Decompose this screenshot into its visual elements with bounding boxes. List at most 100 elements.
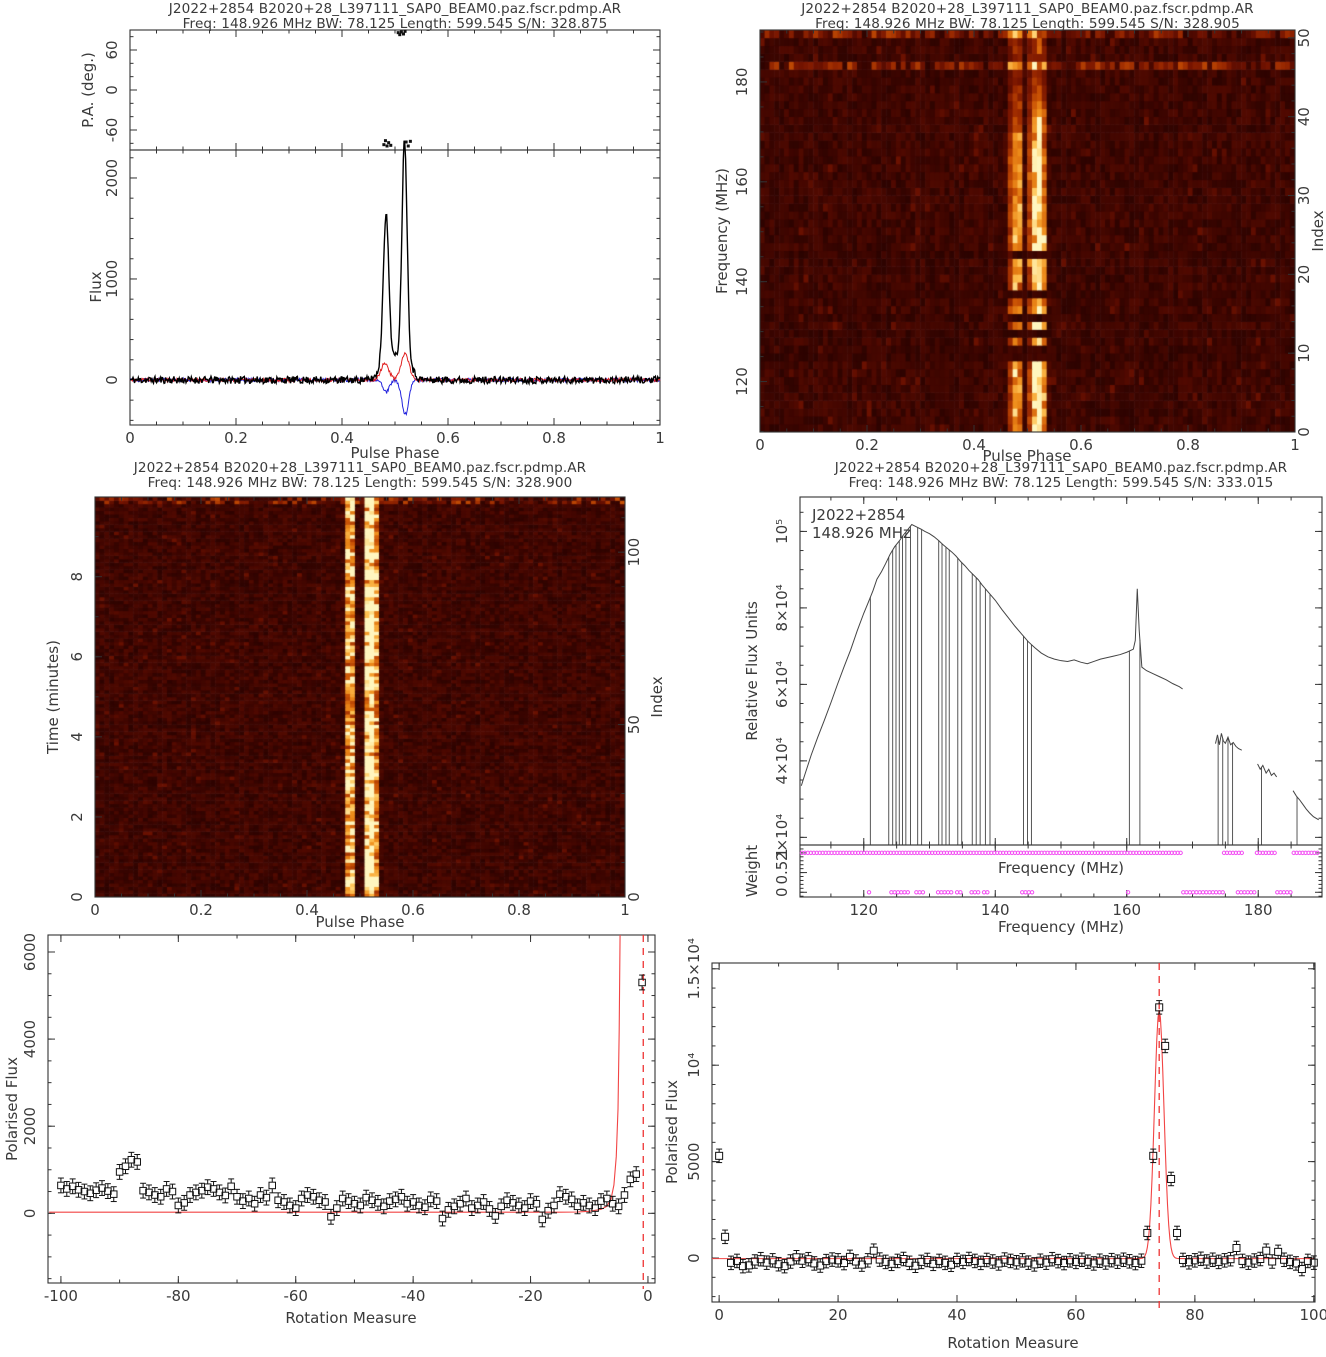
svg-text:0.2: 0.2 <box>855 436 879 454</box>
profile-panel-title: J2022+2854 B2020+28_L397111_SAP0_BEAM0.p… <box>168 1 622 17</box>
svg-text:100: 100 <box>1299 1306 1326 1324</box>
svg-text:10⁴: 10⁴ <box>685 1053 703 1078</box>
svg-text:5000: 5000 <box>685 1143 703 1181</box>
bandpass-annotation-freq: 148.926 MHz <box>812 524 911 542</box>
svg-text:50: 50 <box>1295 28 1313 47</box>
svg-text:40: 40 <box>1295 107 1313 126</box>
weight-axis-label: Weight <box>743 844 761 898</box>
svg-text:0.4: 0.4 <box>330 429 354 447</box>
freq-index-axis-label: Index <box>1309 210 1326 252</box>
svg-text:40: 40 <box>947 1306 966 1324</box>
rm-pos-yaxis-label: Polarised Flux <box>663 1080 681 1184</box>
svg-text:-60: -60 <box>283 1287 308 1305</box>
svg-text:0: 0 <box>714 1306 724 1324</box>
time-axis-label: Time (minutes) <box>44 640 62 754</box>
freq-phase-panel-subtitle: Freq: 148.926 MHz BW: 78.125 Length: 599… <box>815 16 1240 32</box>
svg-text:0: 0 <box>90 901 100 919</box>
svg-text:120: 120 <box>849 901 878 919</box>
svg-text:0.8: 0.8 <box>1176 436 1200 454</box>
svg-text:6: 6 <box>68 652 86 662</box>
svg-text:-40: -40 <box>401 1287 426 1305</box>
bandpass-annotation-source: J2022+2854 <box>812 506 906 524</box>
rm-pos-xaxis-label: Rotation Measure <box>947 1334 1079 1352</box>
svg-text:50: 50 <box>625 715 643 734</box>
svg-text:1: 1 <box>620 901 630 919</box>
svg-text:2000: 2000 <box>103 159 121 197</box>
svg-text:160: 160 <box>733 167 751 196</box>
svg-text:8×10⁴: 8×10⁴ <box>773 584 791 631</box>
svg-text:6000: 6000 <box>21 933 39 971</box>
time-phase-panel-title: J2022+2854 B2020+28_L397111_SAP0_BEAM0.p… <box>133 460 587 476</box>
svg-text:10⁵: 10⁵ <box>773 519 791 544</box>
svg-text:0.6: 0.6 <box>401 901 425 919</box>
svg-text:140: 140 <box>733 267 751 296</box>
svg-text:0.6: 0.6 <box>436 429 460 447</box>
svg-text:0: 0 <box>21 1209 39 1219</box>
svg-text:180: 180 <box>733 68 751 97</box>
svg-text:0.6: 0.6 <box>1069 436 1093 454</box>
relative-flux-axis-label: Relative Flux Units <box>743 601 761 741</box>
profile-xaxis-label: Pulse Phase <box>350 444 440 462</box>
svg-text:1.5×10⁴: 1.5×10⁴ <box>685 938 703 1000</box>
svg-text:0.2: 0.2 <box>189 901 213 919</box>
svg-text:20: 20 <box>1295 265 1313 284</box>
svg-text:1: 1 <box>655 429 665 447</box>
svg-text:0.4: 0.4 <box>295 901 319 919</box>
svg-text:0: 0 <box>68 892 86 902</box>
time-phase-panel-subtitle: Freq: 148.926 MHz BW: 78.125 Length: 599… <box>147 475 573 491</box>
flux-axis-label: Flux <box>87 271 105 303</box>
svg-text:4×10⁴: 4×10⁴ <box>773 737 791 784</box>
svg-text:20: 20 <box>829 1306 848 1324</box>
svg-text:0: 0 <box>1295 427 1313 437</box>
frequency-axis-label: Frequency (MHz) <box>713 167 731 295</box>
svg-text:2×10⁴: 2×10⁴ <box>773 814 791 861</box>
svg-text:0: 0 <box>755 436 765 454</box>
svg-text:6×10⁴: 6×10⁴ <box>773 661 791 708</box>
bandpass-inner-xaxis-label: Frequency (MHz) <box>997 859 1125 877</box>
svg-text:60: 60 <box>1066 1306 1085 1324</box>
svg-text:0: 0 <box>103 375 121 385</box>
rm-neg-xaxis-label: Rotation Measure <box>285 1309 417 1327</box>
pa-axis-label: P.A. (deg.) <box>79 52 97 128</box>
svg-text:4000: 4000 <box>21 1020 39 1058</box>
svg-text:30: 30 <box>1295 186 1313 205</box>
rm-neg-yaxis-label: Polarised Flux <box>3 1057 21 1161</box>
svg-text:2: 2 <box>68 812 86 822</box>
freq-phase-panel-title: J2022+2854 B2020+28_L397111_SAP0_BEAM0.p… <box>801 1 1254 17</box>
svg-text:0.5: 0.5 <box>773 861 791 885</box>
svg-text:0.2: 0.2 <box>224 429 248 447</box>
svg-text:2000: 2000 <box>21 1107 39 1145</box>
svg-text:0: 0 <box>643 1287 653 1305</box>
svg-text:180: 180 <box>1244 901 1273 919</box>
profile-panel-subtitle: Freq: 148.926 MHz BW: 78.125 Length: 599… <box>182 16 608 32</box>
svg-text:120: 120 <box>733 367 751 396</box>
bandpass-panel-subtitle: Freq: 148.926 MHz BW: 78.125 Length: 599… <box>848 475 1274 491</box>
bandpass-xaxis-label: Frequency (MHz) <box>997 918 1125 936</box>
time-phase-xaxis-label: Pulse Phase <box>315 913 405 931</box>
svg-text:4: 4 <box>68 732 86 742</box>
svg-text:1: 1 <box>773 848 791 858</box>
svg-text:10: 10 <box>1295 344 1313 363</box>
freq-phase-xaxis-label: Pulse Phase <box>982 447 1072 465</box>
svg-text:-80: -80 <box>166 1287 191 1305</box>
svg-text:0: 0 <box>125 429 135 447</box>
svg-text:0: 0 <box>625 892 643 902</box>
svg-text:160: 160 <box>1112 901 1141 919</box>
svg-text:60: 60 <box>103 40 121 59</box>
svg-text:0.8: 0.8 <box>542 429 566 447</box>
svg-text:1000: 1000 <box>103 260 121 298</box>
svg-text:1: 1 <box>1290 436 1300 454</box>
bandpass-panel-title: J2022+2854 B2020+28_L397111_SAP0_BEAM0.p… <box>834 460 1288 476</box>
svg-text:100: 100 <box>625 538 643 567</box>
time-index-axis-label: Index <box>648 676 666 718</box>
svg-text:-20: -20 <box>518 1287 543 1305</box>
frequency-phase-heatmap-canvas <box>760 30 1295 432</box>
svg-text:0: 0 <box>685 1253 703 1263</box>
svg-text:0.4: 0.4 <box>962 436 986 454</box>
svg-text:80: 80 <box>1185 1306 1204 1324</box>
svg-text:0: 0 <box>103 85 121 95</box>
svg-text:-100: -100 <box>44 1287 78 1305</box>
svg-text:0.8: 0.8 <box>507 901 531 919</box>
